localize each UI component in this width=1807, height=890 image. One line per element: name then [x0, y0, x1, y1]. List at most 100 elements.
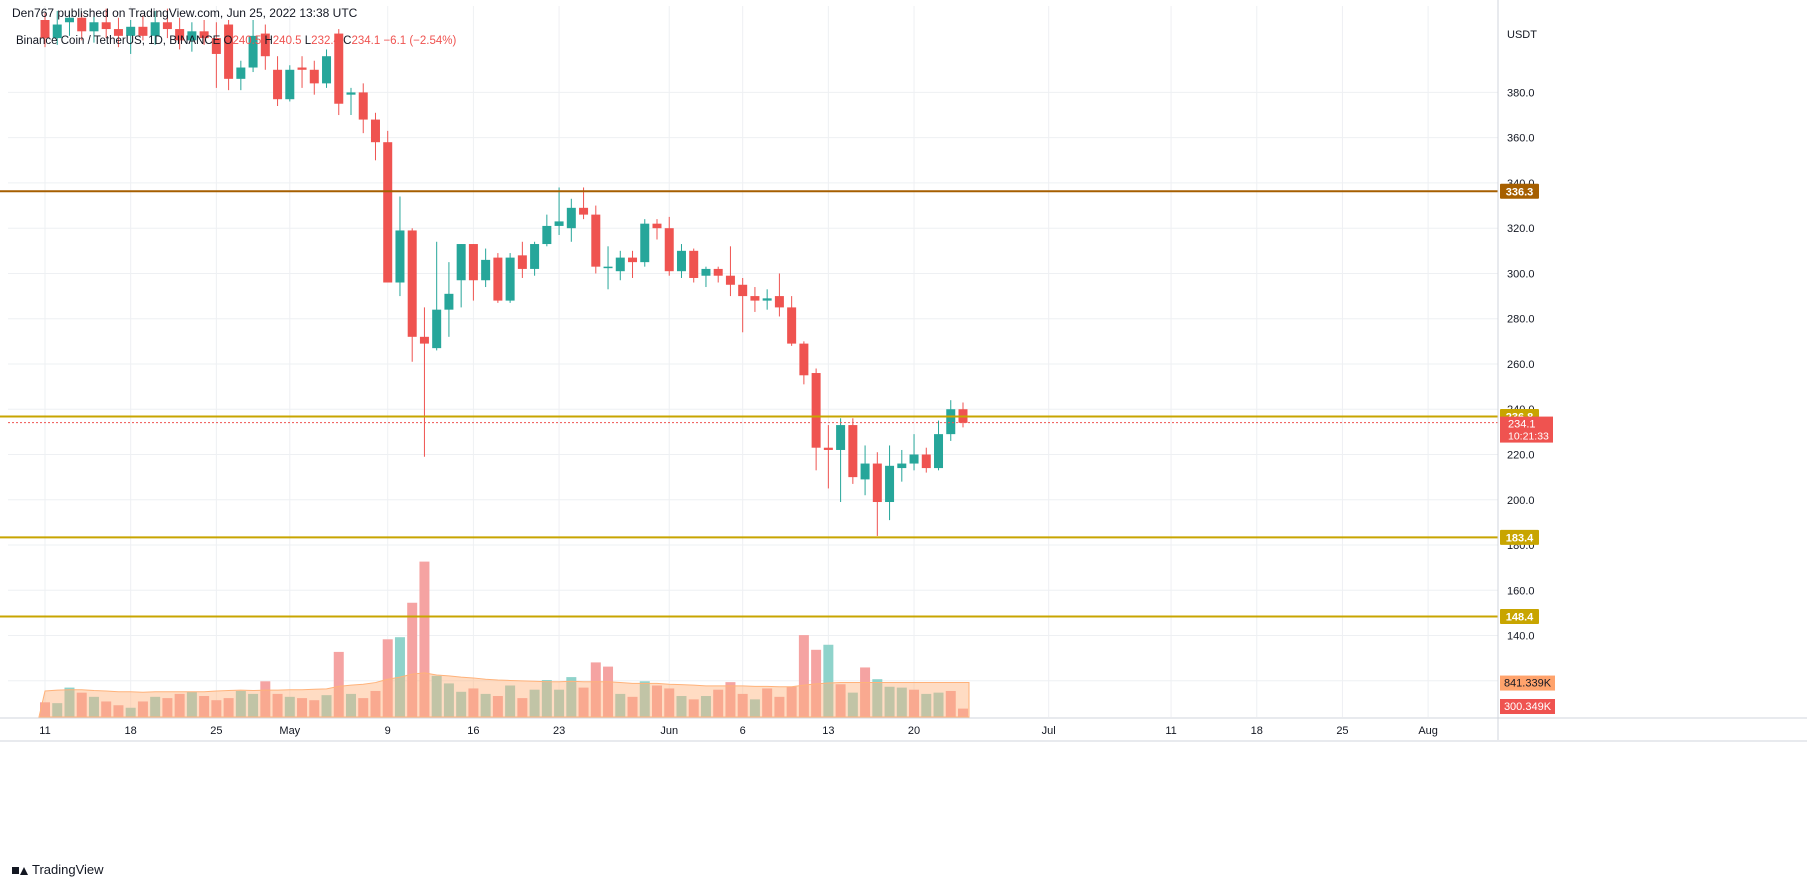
candle-body	[236, 67, 246, 79]
candle	[542, 214, 552, 247]
candle-body	[799, 343, 809, 376]
candle	[211, 22, 221, 88]
volume-bar	[431, 675, 442, 717]
candle	[762, 289, 772, 310]
candle-body	[701, 268, 711, 276]
x-tick-label: 6	[740, 725, 746, 737]
volume-bar	[480, 693, 491, 717]
volume-bar	[749, 699, 760, 717]
price-labels: 336.3236.8183.4148.4234.110:21:33841.339…	[1500, 183, 1555, 714]
candle-body	[40, 20, 50, 39]
publisher-header: Den767 published on TradingView.com, Jun…	[12, 6, 358, 20]
volume-bar	[860, 667, 871, 717]
candle	[358, 83, 368, 134]
candle	[273, 56, 283, 106]
candle	[444, 262, 454, 337]
candle	[530, 241, 540, 276]
candle	[322, 49, 332, 88]
volume-bars	[40, 561, 968, 717]
candle	[64, 10, 74, 36]
volume-bar	[896, 687, 907, 717]
symbol-legend[interactable]: Binance Coin / TetherUS, 1D, BINANCE O24…	[16, 35, 456, 47]
candle-body	[787, 307, 797, 344]
candle-body	[64, 17, 74, 23]
current-price-label: 234.1	[1508, 419, 1536, 431]
candle	[836, 418, 846, 503]
level-label-box	[1500, 183, 1539, 199]
candle-body	[664, 228, 674, 272]
y-tick-label: 380.0	[1507, 87, 1535, 99]
candle	[89, 15, 99, 43]
x-tick-label: 18	[1251, 725, 1263, 737]
candle-body	[297, 67, 307, 70]
candle-body	[162, 22, 172, 30]
volume-bar	[174, 693, 185, 717]
volume-bar	[529, 689, 540, 717]
candle-body	[750, 296, 760, 301]
volume-bar	[333, 651, 344, 717]
candle-body	[921, 454, 931, 469]
volume-bar	[639, 681, 650, 717]
candlesticks	[40, 8, 968, 536]
volume-bar	[407, 602, 418, 717]
candle-body	[52, 24, 62, 39]
y-tick-label: 360.0	[1507, 133, 1535, 145]
candle	[468, 244, 478, 301]
volume-bar	[297, 698, 308, 717]
volume-bar	[884, 686, 895, 717]
candle	[236, 60, 246, 91]
x-tick-label: Jun	[660, 725, 678, 737]
candle	[248, 20, 258, 73]
y-tick-label: 200.0	[1507, 495, 1535, 507]
volume-bar	[958, 708, 968, 717]
x-tick-label: 11	[39, 725, 50, 737]
candle	[860, 445, 870, 496]
candle-body	[407, 230, 417, 337]
volume-bar	[370, 690, 381, 717]
y-tick-label: 160.0	[1507, 585, 1535, 597]
volume-bar	[468, 688, 479, 717]
candle	[652, 219, 662, 240]
candle-body	[615, 257, 625, 272]
horizontal-levels[interactable]	[0, 190, 1498, 618]
level-label: 183.4	[1506, 532, 1534, 544]
candle	[481, 248, 491, 288]
x-tick-label: Aug	[1418, 725, 1438, 737]
candle	[579, 187, 589, 220]
candle	[738, 277, 748, 333]
candle	[224, 20, 234, 91]
candle	[872, 452, 882, 536]
volume-bar	[505, 685, 516, 717]
y-tick-label: 320.0	[1507, 223, 1535, 235]
candle-body	[395, 230, 405, 283]
volume-bar	[603, 666, 614, 717]
volume-bar	[921, 693, 932, 717]
candle-body	[113, 29, 123, 36]
x-tick-label: 11	[1165, 725, 1176, 737]
volume-bar	[688, 699, 699, 717]
volume-bar	[909, 689, 920, 717]
volume-bar	[774, 696, 785, 717]
volume-bar	[492, 696, 503, 717]
volume-bar	[309, 700, 320, 717]
volume-bar	[223, 698, 234, 717]
candle	[615, 250, 625, 281]
volume-bar	[346, 693, 356, 717]
candle	[260, 24, 270, 70]
candle-body	[346, 92, 356, 95]
candle	[689, 248, 699, 283]
tradingview-brand[interactable]: TradingView	[12, 862, 104, 877]
candle	[554, 187, 564, 235]
volume-bar	[652, 685, 662, 717]
candle	[395, 196, 405, 297]
candle-body	[872, 463, 882, 503]
candle	[407, 228, 417, 362]
candle-body	[640, 223, 650, 263]
candle	[383, 130, 393, 283]
candle	[77, 13, 87, 41]
candle-body	[309, 69, 319, 84]
candle	[774, 273, 784, 317]
candle	[101, 8, 111, 39]
y-tick-label: 260.0	[1507, 359, 1535, 371]
